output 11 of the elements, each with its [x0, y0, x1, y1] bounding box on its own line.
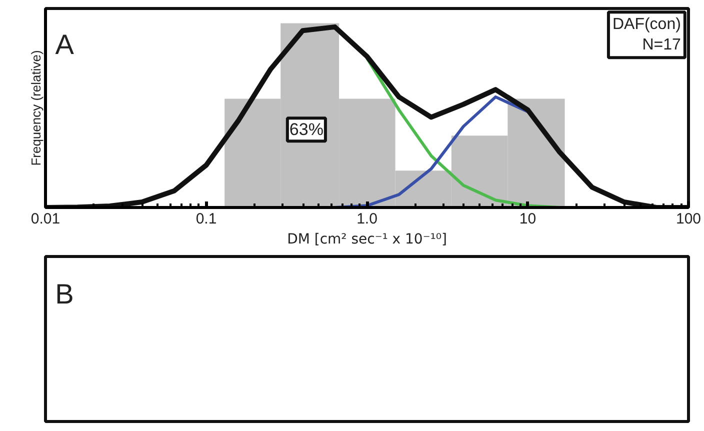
annotation: A — [55, 29, 74, 60]
x-tick-label: 1.0 — [356, 210, 378, 228]
annotation: 63% — [289, 120, 324, 140]
x-tick-label: 100 — [676, 210, 702, 228]
x-axis-title: DM [cm² sec⁻¹ x 10⁻¹⁰] — [287, 232, 447, 248]
x-tick-label: 10 — [519, 210, 536, 228]
annotation: DAF(con) N=17 — [612, 16, 682, 54]
x-tick-label: 0.01 — [30, 210, 60, 228]
text: B — [55, 278, 74, 310]
y-axis-title: Frequency (relative) — [28, 50, 44, 166]
x-tick-label: 0.1 — [196, 210, 217, 228]
